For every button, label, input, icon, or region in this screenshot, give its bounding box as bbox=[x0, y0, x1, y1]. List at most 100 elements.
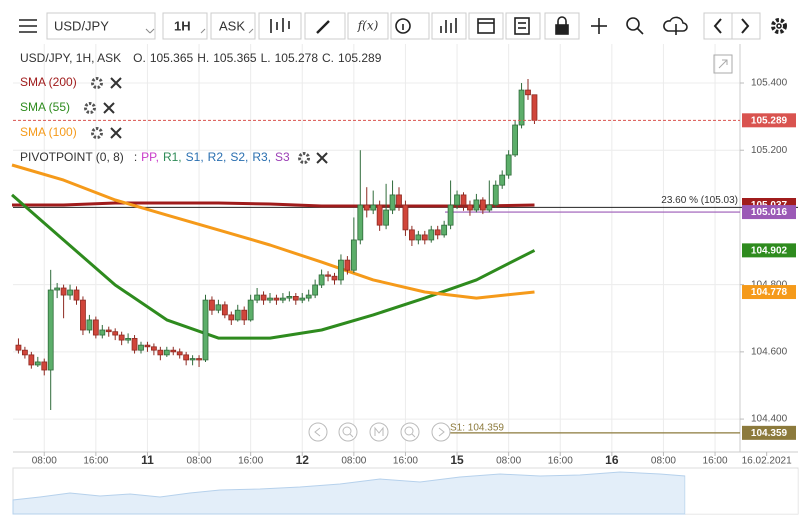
x-tick-label: 16:00 bbox=[83, 456, 108, 467]
x-tick-label: 16.02.2021 bbox=[742, 456, 792, 467]
legend-remove[interactable] bbox=[110, 127, 122, 139]
y-tick-label: 104.800 bbox=[751, 279, 788, 290]
symbol-input[interactable] bbox=[46, 12, 156, 40]
legend-remove[interactable] bbox=[103, 102, 115, 114]
draw-button[interactable] bbox=[304, 12, 346, 40]
chart-title: USD/JPY, 1H, ASK bbox=[20, 51, 121, 65]
candle bbox=[99, 324, 106, 339]
gear-icon[interactable] bbox=[84, 102, 96, 114]
symbol[interactable]: USD/JPY bbox=[54, 18, 109, 33]
candle-body bbox=[247, 299, 254, 321]
candle-body bbox=[54, 287, 61, 291]
candle bbox=[363, 187, 370, 218]
menu-button[interactable] bbox=[19, 19, 37, 33]
candle bbox=[54, 282, 61, 299]
candle-body bbox=[28, 354, 35, 366]
cloud-button[interactable] bbox=[663, 16, 688, 35]
candle bbox=[105, 326, 112, 337]
ohlc-label: O. bbox=[133, 51, 146, 65]
candle-body bbox=[254, 294, 261, 301]
y-tick-label: 104.400 bbox=[751, 414, 788, 425]
legend-remove[interactable] bbox=[316, 152, 328, 164]
pivot-legend-separator: : bbox=[134, 150, 137, 164]
crosshair-button[interactable] bbox=[591, 18, 607, 34]
candle bbox=[150, 343, 157, 356]
dropdown-caret[interactable] bbox=[145, 28, 155, 34]
volume-button[interactable] bbox=[431, 12, 467, 40]
candle-body bbox=[47, 289, 54, 371]
nav-forward[interactable] bbox=[431, 422, 451, 442]
candle-body bbox=[163, 349, 170, 356]
chart-type-button[interactable] bbox=[258, 12, 302, 40]
candle bbox=[21, 346, 28, 359]
candle-body bbox=[350, 239, 357, 271]
legend-settings[interactable] bbox=[91, 77, 103, 89]
candle bbox=[525, 78, 531, 100]
side-button[interactable] bbox=[210, 12, 256, 40]
lock-button[interactable] bbox=[544, 12, 580, 40]
nav-reset[interactable] bbox=[369, 422, 389, 442]
expand-button[interactable] bbox=[713, 54, 733, 74]
zoom-button[interactable] bbox=[626, 17, 644, 35]
candle-body bbox=[73, 289, 80, 301]
candle bbox=[505, 150, 512, 179]
candle bbox=[170, 346, 177, 356]
candle bbox=[338, 254, 344, 285]
candle bbox=[292, 293, 299, 305]
close-icon[interactable] bbox=[316, 152, 328, 164]
candle bbox=[279, 293, 286, 304]
candle bbox=[47, 269, 54, 410]
nav-zoom-out[interactable] bbox=[338, 422, 358, 442]
candle-body bbox=[415, 234, 422, 241]
indicator-button[interactable]: f(x) bbox=[347, 12, 389, 40]
gear-icon[interactable] bbox=[91, 77, 103, 89]
candle bbox=[396, 187, 402, 211]
candle-body bbox=[241, 309, 248, 321]
candle bbox=[131, 335, 138, 354]
legend-settings[interactable] bbox=[84, 102, 96, 114]
caret bbox=[248, 28, 254, 34]
gear-icon[interactable] bbox=[91, 127, 103, 139]
candle-body bbox=[460, 194, 467, 206]
candle-body bbox=[325, 274, 331, 277]
timeframe[interactable]: 1H bbox=[174, 18, 191, 33]
x-tick-label: 16:00 bbox=[548, 456, 573, 467]
candle bbox=[286, 291, 293, 302]
legend-settings[interactable] bbox=[91, 127, 103, 139]
candle bbox=[15, 338, 22, 354]
pivot-legend-label: PIVOTPOINT (0, 8) bbox=[20, 150, 124, 164]
info-button[interactable] bbox=[390, 12, 430, 40]
candle bbox=[112, 328, 119, 341]
timeframe-button[interactable] bbox=[162, 12, 208, 40]
close-icon[interactable] bbox=[103, 102, 115, 114]
scroll-right-button[interactable] bbox=[731, 12, 761, 40]
navigator-window bbox=[685, 469, 798, 514]
navigator[interactable] bbox=[12, 467, 799, 515]
candle-body bbox=[512, 124, 518, 156]
calendar-button[interactable] bbox=[468, 12, 504, 40]
close-icon[interactable] bbox=[110, 77, 122, 89]
x-tick-label: 16:00 bbox=[703, 456, 728, 467]
last-price-tag bbox=[742, 113, 796, 128]
report-button[interactable] bbox=[505, 12, 541, 40]
settings-button[interactable] bbox=[771, 18, 787, 34]
nav-zoom-in[interactable] bbox=[400, 422, 420, 442]
ohlc-value: 105.289 bbox=[338, 51, 382, 65]
candle-body bbox=[131, 338, 138, 351]
candle-body bbox=[99, 329, 106, 336]
pivot-price-tag bbox=[742, 205, 796, 220]
candle bbox=[196, 355, 202, 367]
candle bbox=[344, 256, 351, 275]
candle-body bbox=[157, 349, 164, 356]
legend-remove[interactable] bbox=[110, 77, 122, 89]
nav-back[interactable] bbox=[308, 422, 328, 442]
gear-icon[interactable] bbox=[298, 152, 311, 164]
pivot-label: S1: 104.359 bbox=[450, 422, 504, 433]
candle bbox=[138, 341, 144, 354]
candle-body bbox=[209, 299, 215, 311]
fx-label[interactable]: f(x) bbox=[357, 19, 379, 33]
close-icon[interactable] bbox=[110, 127, 122, 139]
side[interactable]: ASK bbox=[219, 18, 245, 33]
legend-settings[interactable] bbox=[298, 152, 311, 164]
